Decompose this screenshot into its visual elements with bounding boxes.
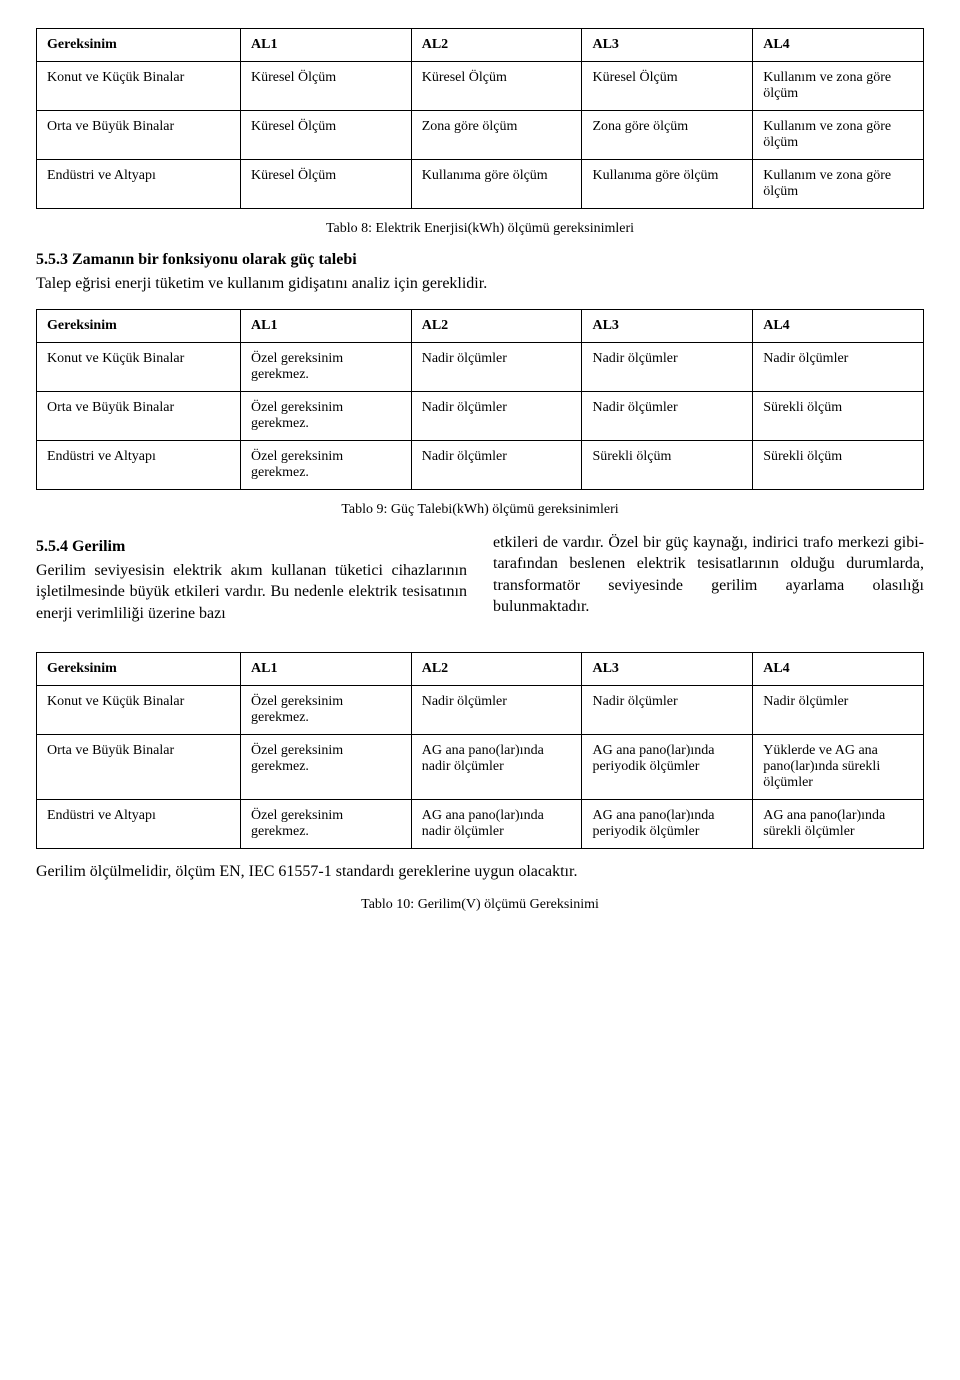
t2-r0c4: Nadir ölçümler xyxy=(753,342,924,391)
t3-r2c0: Endüstri ve Altyapı xyxy=(37,800,241,849)
t1-h1: AL1 xyxy=(241,29,412,62)
t2-r2c2: Nadir ölçümler xyxy=(411,440,582,489)
t1-r2c4: Kullanım ve zona göre ölçüm xyxy=(753,160,924,209)
table-row: Orta ve Büyük Binalar Küresel Ölçüm Zona… xyxy=(37,111,924,160)
t1-h2: AL2 xyxy=(411,29,582,62)
table-row: Endüstri ve Altyapı Özel gereksinim gere… xyxy=(37,440,924,489)
t2-r2c3: Sürekli ölçüm xyxy=(582,440,753,489)
t1-r1c4: Kullanım ve zona göre ölçüm xyxy=(753,111,924,160)
table-row: Konut ve Küçük Binalar Özel gereksinim g… xyxy=(37,686,924,735)
t2-r1c0: Orta ve Büyük Binalar xyxy=(37,391,241,440)
section-554-right: etkileri de vardır. Özel bir güç kaynağı… xyxy=(493,532,924,618)
t2-r1c2: Nadir ölçümler xyxy=(411,391,582,440)
t3-h1: AL1 xyxy=(241,653,412,686)
t1-r0c2: Küresel Ölçüm xyxy=(411,62,582,111)
table-row: Konut ve Küçük Binalar Küresel Ölçüm Kür… xyxy=(37,62,924,111)
t3-r1c1: Özel gereksinim gerekmez. xyxy=(241,735,412,800)
t2-r1c4: Sürekli ölçüm xyxy=(753,391,924,440)
t2-h4: AL4 xyxy=(753,309,924,342)
section-553-text: Talep eğrisi enerji tüketim ve kullanım … xyxy=(36,273,924,295)
t2-h2: AL2 xyxy=(411,309,582,342)
table-8-caption: Tablo 8: Elektrik Enerjisi(kWh) ölçümü g… xyxy=(36,221,924,237)
t1-r0c1: Küresel Ölçüm xyxy=(241,62,412,111)
section-553-heading: 5.5.3 Zamanın bir fonksiyonu olarak güç … xyxy=(36,251,924,269)
t3-r1c0: Orta ve Büyük Binalar xyxy=(37,735,241,800)
t1-r2c2: Kullanıma göre ölçüm xyxy=(411,160,582,209)
table-9-power-demand: Gereksinim AL1 AL2 AL3 AL4 Konut ve Küçü… xyxy=(36,309,924,490)
t1-r0c4: Kullanım ve zona göre ölçüm xyxy=(753,62,924,111)
t1-r1c3: Zona göre ölçüm xyxy=(582,111,753,160)
t2-r2c4: Sürekli ölçüm xyxy=(753,440,924,489)
t3-r0c4: Nadir ölçümler xyxy=(753,686,924,735)
t3-r1c3: AG ana pano(lar)ında periyodik ölçümler xyxy=(582,735,753,800)
t2-r2c1: Özel gereksinim gerekmez. xyxy=(241,440,412,489)
t3-r0c3: Nadir ölçümler xyxy=(582,686,753,735)
t2-h1: AL1 xyxy=(241,309,412,342)
t1-r1c2: Zona göre ölçüm xyxy=(411,111,582,160)
t3-r0c1: Özel gereksinim gerekmez. xyxy=(241,686,412,735)
t3-h3: AL3 xyxy=(582,653,753,686)
table-row: Endüstri ve Altyapı Küresel Ölçüm Kullan… xyxy=(37,160,924,209)
t1-r2c3: Kullanıma göre ölçüm xyxy=(582,160,753,209)
t2-r2c0: Endüstri ve Altyapı xyxy=(37,440,241,489)
section-554-heading: 5.5.4 Gerilim xyxy=(36,538,467,556)
t3-r1c2: AG ana pano(lar)ında nadir ölçümler xyxy=(411,735,582,800)
t1-r0c3: Küresel Ölçüm xyxy=(582,62,753,111)
section-554-columns: 5.5.4 Gerilim Gerilim seviyesisin elektr… xyxy=(36,532,924,625)
t1-r1c0: Orta ve Büyük Binalar xyxy=(37,111,241,160)
table-row: Orta ve Büyük Binalar Özel gereksinim ge… xyxy=(37,391,924,440)
table-10-voltage: Gereksinim AL1 AL2 AL3 AL4 Konut ve Küçü… xyxy=(36,652,924,849)
t1-r2c0: Endüstri ve Altyapı xyxy=(37,160,241,209)
t1-r1c1: Küresel Ölçüm xyxy=(241,111,412,160)
t2-r0c2: Nadir ölçümler xyxy=(411,342,582,391)
t3-h4: AL4 xyxy=(753,653,924,686)
footer-paragraph: Gerilim ölçülmelidir, ölçüm EN, IEC 6155… xyxy=(36,861,924,883)
t1-h4: AL4 xyxy=(753,29,924,62)
t3-r1c4: Yüklerde ve AG ana pano(lar)ında sürekli… xyxy=(753,735,924,800)
table-8-electric-energy: Gereksinim AL1 AL2 AL3 AL4 Konut ve Küçü… xyxy=(36,28,924,209)
t3-r0c2: Nadir ölçümler xyxy=(411,686,582,735)
table-9-caption: Tablo 9: Güç Talebi(kWh) ölçümü gereksin… xyxy=(36,502,924,518)
t3-h0: Gereksinim xyxy=(37,653,241,686)
table-10-caption: Tablo 10: Gerilim(V) ölçümü Gereksinimi xyxy=(36,897,924,913)
t2-h3: AL3 xyxy=(582,309,753,342)
t2-r0c1: Özel gereksinim gerekmez. xyxy=(241,342,412,391)
t3-r2c4: AG ana pano(lar)ında sürekli ölçümler xyxy=(753,800,924,849)
section-554-left: Gerilim seviyesisin elektrik akım kullan… xyxy=(36,560,467,625)
table-row: Orta ve Büyük Binalar Özel gereksinim ge… xyxy=(37,735,924,800)
t3-r2c2: AG ana pano(lar)ında nadir ölçümler xyxy=(411,800,582,849)
t3-r2c3: AG ana pano(lar)ında periyodik ölçümler xyxy=(582,800,753,849)
t1-r2c1: Küresel Ölçüm xyxy=(241,160,412,209)
t1-r0c0: Konut ve Küçük Binalar xyxy=(37,62,241,111)
t2-r1c1: Özel gereksinim gerekmez. xyxy=(241,391,412,440)
t2-r0c3: Nadir ölçümler xyxy=(582,342,753,391)
t2-r0c0: Konut ve Küçük Binalar xyxy=(37,342,241,391)
t2-h0: Gereksinim xyxy=(37,309,241,342)
t1-h3: AL3 xyxy=(582,29,753,62)
t1-h0: Gereksinim xyxy=(37,29,241,62)
table-row: Konut ve Küçük Binalar Özel gereksinim g… xyxy=(37,342,924,391)
t2-r1c3: Nadir ölçümler xyxy=(582,391,753,440)
t3-r0c0: Konut ve Küçük Binalar xyxy=(37,686,241,735)
table-row: Endüstri ve Altyapı Özel gereksinim gere… xyxy=(37,800,924,849)
t3-h2: AL2 xyxy=(411,653,582,686)
t3-r2c1: Özel gereksinim gerekmez. xyxy=(241,800,412,849)
